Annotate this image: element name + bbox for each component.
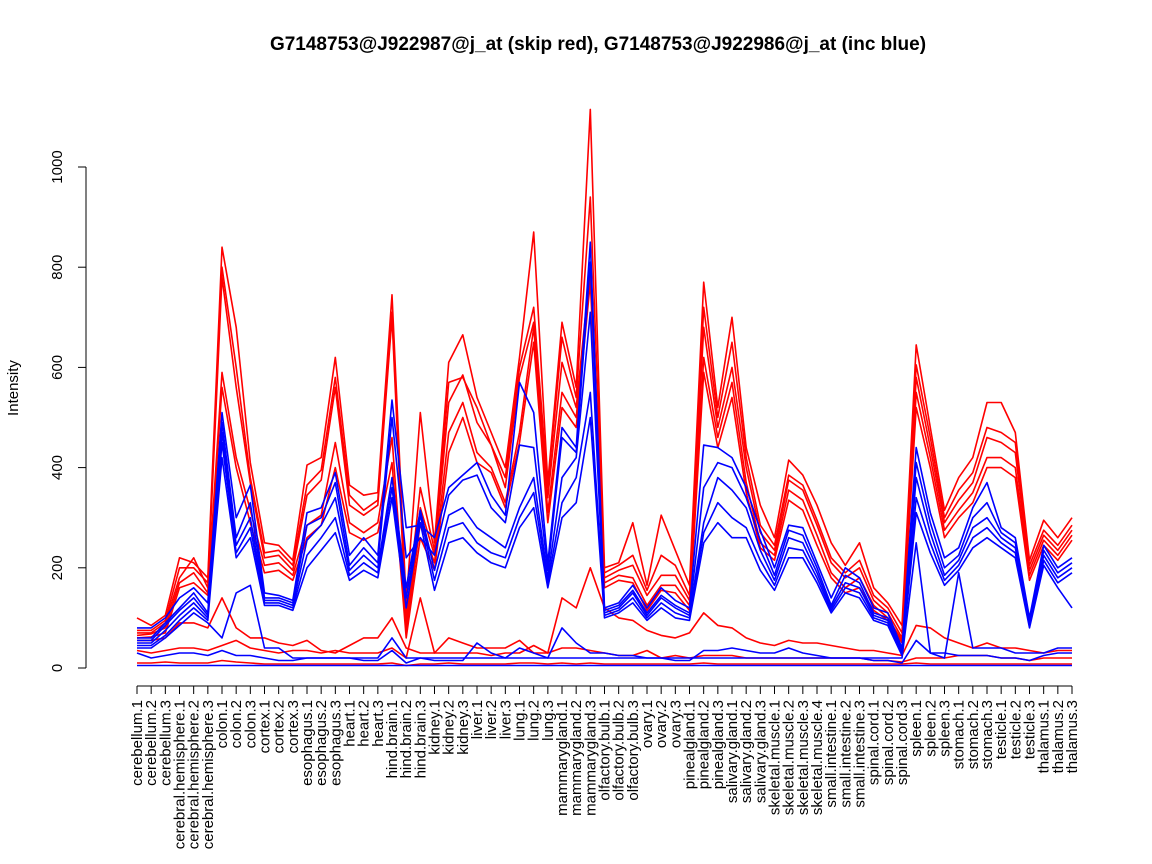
- x-tick-label: kidney.2: [441, 700, 458, 755]
- y-tick-label: 200: [49, 555, 66, 580]
- x-tick-label: stomach.2: [965, 700, 982, 769]
- x-tick-label: cortex.2: [271, 700, 288, 753]
- x-tick-label: liver.2: [483, 700, 500, 739]
- x-tick-label: lung.2: [526, 700, 543, 741]
- series-layer: [136, 108, 1073, 667]
- x-tick-label: spinal.cord.2: [880, 700, 897, 785]
- x-tick-label: cortex.1: [257, 700, 274, 753]
- x-tick-label: hind.brain.1: [384, 700, 401, 778]
- x-tick-label: skeletal.muscle.4: [809, 700, 826, 815]
- x-tick-label: olfactory.bulb.1: [597, 700, 614, 801]
- x-tick-label: spinal.cord.3: [894, 700, 911, 785]
- series-line-8: [137, 659, 1072, 667]
- x-tick-label: esophagus.3: [327, 700, 344, 786]
- x-tick-label: spinal.cord.1: [866, 700, 883, 785]
- x-tick-label: mammarygland.3: [582, 700, 599, 816]
- series-line-15: [136, 627, 1072, 664]
- chart-title: G7148753@J922987@j_at (skip red), G71487…: [270, 34, 926, 55]
- x-tick-label: ovary.2: [653, 700, 670, 748]
- x-tick-label: cerebral.hemisphere.1: [172, 700, 189, 849]
- x-tick-label: pinealgland.3: [710, 700, 727, 789]
- x-axis: cerebellum.1cerebellum.2cerebellum.3cere…: [129, 685, 1081, 849]
- x-tick-label: mammarygland.1: [554, 700, 571, 816]
- x-tick-label: kidney.3: [455, 700, 472, 755]
- x-tick-label: small.intestine.1: [823, 700, 840, 808]
- x-tick-label: skeletal.muscle.1: [767, 700, 784, 815]
- x-tick-label: colon.1: [214, 700, 231, 748]
- x-tick-label: cerebellum.2: [143, 700, 160, 786]
- x-tick-label: spleen.1: [908, 700, 925, 757]
- series-line-14: [137, 541, 1072, 659]
- x-tick-label: testicle.3: [1022, 700, 1039, 759]
- y-tick-label: 1000: [49, 150, 66, 183]
- x-tick-label: kidney.1: [427, 700, 444, 755]
- x-tick-label: small.intestine.2: [837, 700, 854, 808]
- x-tick-label: pinealgland.2: [696, 700, 713, 789]
- x-tick-label: thalamus.3: [1064, 700, 1081, 773]
- x-tick-label: liver.1: [469, 700, 486, 739]
- x-tick-label: salivary.gland.2: [738, 700, 755, 803]
- x-tick-label: mammarygland.2: [568, 700, 585, 816]
- x-tick-label: liver.3: [497, 700, 514, 739]
- x-tick-label: lung.1: [512, 700, 529, 741]
- x-tick-label: skeletal.muscle.3: [795, 700, 812, 815]
- x-tick-label: stomach.3: [979, 700, 996, 769]
- x-tick-label: ovary.1: [639, 700, 656, 748]
- x-tick-label: cortex.3: [285, 700, 302, 753]
- x-tick-label: small.intestine.3: [852, 700, 869, 808]
- x-tick-label: thalamus.1: [1036, 700, 1053, 773]
- x-tick-label: olfactory.bulb.2: [611, 700, 628, 801]
- x-tick-label: olfactory.bulb.3: [625, 700, 642, 801]
- x-tick-label: esophagus.1: [299, 700, 316, 786]
- x-tick-label: cerebral.hemisphere.3: [200, 700, 217, 849]
- x-tick-label: salivary.gland.3: [752, 700, 769, 803]
- y-tick-label: 0: [49, 664, 66, 672]
- y-axis-label: Intensity: [5, 360, 22, 416]
- x-tick-label: thalamus.2: [1050, 700, 1067, 773]
- x-tick-label: ovary.3: [667, 700, 684, 748]
- y-axis: 0 200 400 600 800 1000: [49, 150, 87, 672]
- x-tick-label: heart.1: [342, 700, 359, 747]
- x-tick-label: heart.3: [370, 700, 387, 747]
- x-tick-label: esophagus.2: [313, 700, 330, 786]
- y-tick-label: 600: [49, 355, 66, 380]
- x-tick-label: heart.2: [356, 700, 373, 747]
- x-tick-label: skeletal.muscle.2: [781, 700, 798, 815]
- series-line-13: [137, 416, 1073, 657]
- x-tick-label: testicle.2: [1007, 700, 1024, 759]
- series-line-11: [137, 311, 1073, 654]
- x-tick-label: cerebral.hemisphere.2: [186, 700, 203, 849]
- x-tick-label: spleen.3: [937, 700, 954, 757]
- x-tick-label: pinealgland.1: [682, 700, 699, 789]
- x-tick-label: testicle.1: [993, 700, 1010, 759]
- x-tick-label: hind.brain.3: [412, 700, 429, 778]
- y-tick-label: 800: [49, 255, 66, 280]
- x-tick-label: spleen.2: [922, 700, 939, 757]
- x-tick-label: stomach.1: [951, 700, 968, 769]
- y-tick-label: 400: [49, 455, 66, 480]
- x-tick-label: lung.3: [540, 700, 557, 741]
- x-tick-label: hind.brain.2: [398, 700, 415, 778]
- x-tick-label: colon.2: [228, 700, 245, 748]
- x-tick-label: cerebellum.1: [129, 700, 146, 786]
- x-tick-label: cerebellum.3: [157, 700, 174, 786]
- x-tick-label: salivary.gland.1: [724, 700, 741, 803]
- x-tick-label: colon.3: [242, 700, 259, 748]
